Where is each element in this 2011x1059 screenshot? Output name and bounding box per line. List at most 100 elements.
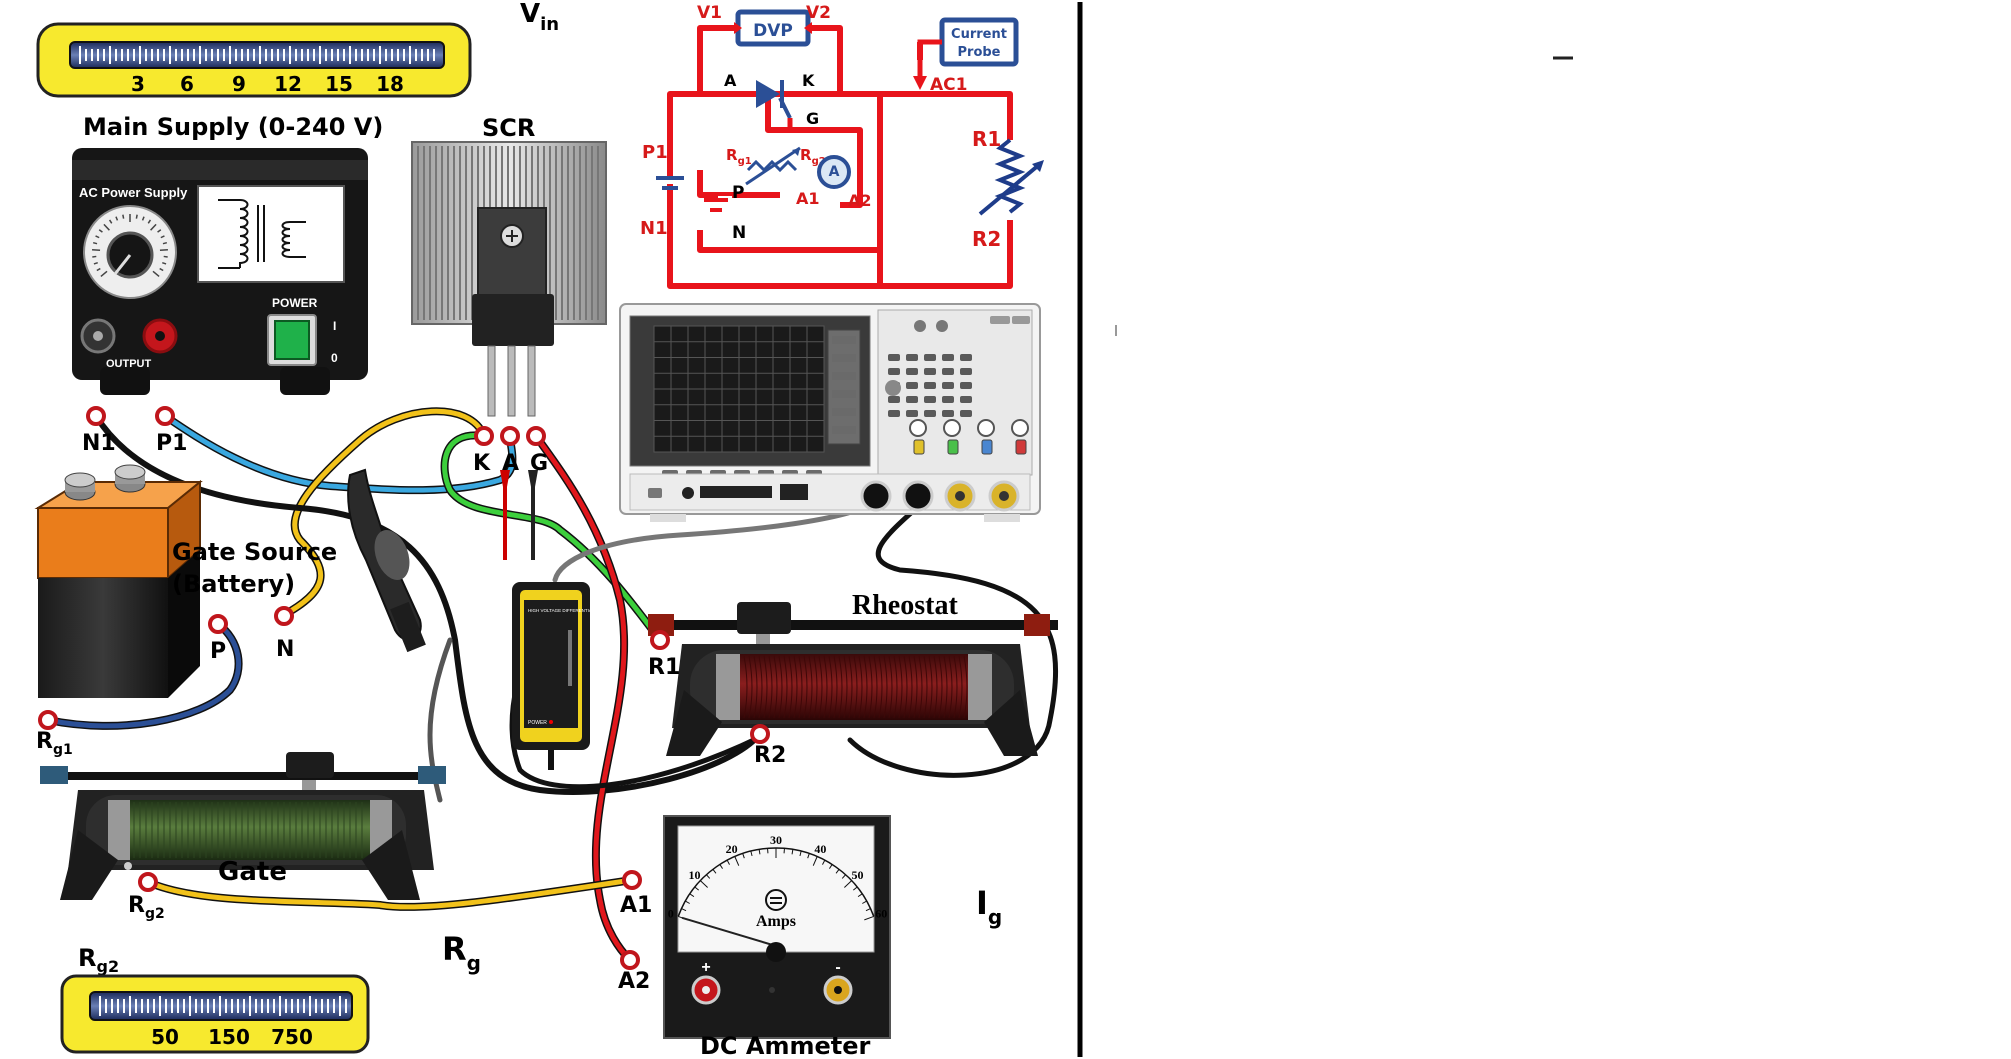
ammeter-scale-label: 40 — [814, 842, 826, 856]
scr-device — [411, 141, 607, 417]
wiring — [44, 407, 1059, 964]
sch-ammeter-icon — [817, 155, 851, 189]
ammeter-needle — [681, 916, 777, 947]
scale-tick-label: 18 — [376, 72, 404, 96]
sch-cathode-label: K — [802, 71, 815, 90]
ammeter-unit: Amps — [756, 913, 796, 930]
circuit-schematic: DVP V1 V2 Current Probe AC1 A K G P1 N1 … — [640, 3, 1044, 289]
main-supply-title: Main Supply (0-240 V) — [83, 113, 383, 141]
scr-symbol-icon — [756, 80, 793, 130]
terminal-r1[interactable] — [650, 630, 670, 650]
terminal-a1[interactable] — [622, 870, 642, 890]
differential-voltage-probe: HIGH VOLTAGE DIFFERENTIAL PROBE POWER — [500, 470, 611, 770]
terminal-a2[interactable] — [620, 950, 640, 970]
gate-scale-caption: Rg2 — [78, 944, 119, 976]
v1-label: V1 — [697, 3, 722, 23]
pin-label-g: G — [530, 451, 548, 476]
terminal-a[interactable] — [500, 426, 520, 446]
transformer-window — [197, 185, 345, 283]
ammeter-title: DC Ammeter — [700, 1032, 871, 1059]
scale-tick-label: 12 — [274, 72, 302, 96]
sch-rg1-label: Rg1 — [726, 146, 752, 167]
ammeter-plus: + — [701, 959, 710, 976]
terminal-p1[interactable] — [155, 406, 175, 426]
wire-grey-probe — [552, 502, 873, 583]
v2-label: V2 — [806, 3, 831, 23]
output-label: OUTPUT — [106, 358, 152, 370]
current-probe-label-2: Probe — [958, 45, 1001, 60]
gate-resistance-scale: 50 150 750 — [60, 974, 370, 1054]
scale-tick-label: 6 — [180, 72, 194, 96]
wire-grey-clamp — [427, 637, 453, 803]
sch-anode-label: A — [724, 71, 737, 90]
sch-p-label: P — [732, 183, 744, 203]
scale-tick-label: 3 — [131, 72, 145, 96]
rg-label: Rg — [442, 930, 481, 975]
scope-channel-1-bnc[interactable] — [860, 480, 892, 512]
ig-label: Ig — [976, 884, 1002, 929]
ammeter-scale-label: 10 — [689, 868, 701, 882]
scale-tick-label: 15 — [325, 72, 353, 96]
gate-rheostat-label: Gate — [218, 857, 287, 887]
terminal-g[interactable] — [526, 426, 546, 446]
switch-on-label: I — [333, 319, 336, 333]
ac1-label: AC1 — [930, 75, 967, 95]
sch-p1-label: P1 — [642, 142, 668, 163]
label-p: P — [210, 639, 226, 664]
scr-terminals: K A G — [473, 426, 548, 476]
vin-label: Vin — [520, 0, 559, 35]
load-rheostat — [648, 602, 1058, 756]
label-rg2: Rg2 — [128, 893, 165, 922]
terminal-p[interactable] — [208, 614, 228, 634]
ammeter-scale-label: 60 — [875, 907, 887, 921]
terminal-n[interactable] — [274, 606, 294, 626]
scale-tick-label: 50 — [151, 1025, 179, 1049]
label-p1: P1 — [156, 431, 187, 456]
oscilloscope — [619, 303, 1041, 522]
label-n: N — [276, 637, 294, 662]
sch-n-label: N — [732, 223, 746, 243]
gate-source-subtitle: (Battery) — [172, 570, 295, 598]
pin-label-a: A — [502, 451, 519, 476]
battery — [34, 464, 203, 698]
label-r2: R2 — [754, 743, 786, 768]
gate-source-title: Gate Source — [172, 538, 337, 566]
scope-channel-2-bnc[interactable] — [902, 480, 934, 512]
supply-voltage-scale: 3 6 9 12 15 18 — [36, 22, 472, 98]
terminal-k[interactable] — [474, 426, 494, 446]
transformer-symbol-icon — [218, 199, 306, 269]
scale-tick-label: 9 — [232, 72, 246, 96]
supply-panel-label: AC Power Supply — [79, 185, 188, 200]
label-a2: A2 — [618, 969, 650, 994]
current-clamp-probe — [347, 468, 426, 653]
sch-ammeter-symbol: A — [829, 164, 840, 180]
label-n1: N1 — [82, 431, 116, 456]
terminal-rg2[interactable] — [138, 872, 158, 892]
scale-tick-label: 750 — [271, 1025, 313, 1049]
current-probe-label-1: Current — [951, 27, 1007, 42]
terminal-r2[interactable] — [750, 724, 770, 744]
dvp-label: DVP — [753, 21, 793, 41]
sch-a1-label: A1 — [796, 189, 820, 208]
label-rg1: Rg1 — [36, 729, 73, 758]
terminal-rg1[interactable] — [38, 710, 58, 730]
power-label: POWER — [272, 296, 318, 310]
probe-power-label: POWER — [528, 720, 547, 726]
gate-rheostat — [40, 752, 446, 900]
wire-blue-p1 — [161, 412, 517, 495]
sch-a2-label: A2 — [848, 191, 872, 210]
sch-rg2-label: Rg2 — [800, 146, 826, 167]
switch-off-label: 0 — [331, 351, 338, 365]
ammeter-minus: - — [835, 959, 840, 976]
sch-n1-label: N1 — [640, 218, 668, 239]
probe-title: HIGH VOLTAGE DIFFERENTIAL PROBE — [528, 608, 611, 613]
scale-tick-label: 150 — [208, 1025, 250, 1049]
terminal-n1[interactable] — [86, 406, 106, 426]
rheostat-label: Rheostat — [852, 590, 958, 621]
ammeter-scale-label: 0 — [668, 907, 674, 921]
sch-r2-label: R2 — [972, 227, 1001, 251]
sch-gate-label: G — [806, 109, 819, 128]
sch-r1-label: R1 — [972, 127, 1001, 151]
ammeter-scale-label: 30 — [770, 833, 782, 847]
